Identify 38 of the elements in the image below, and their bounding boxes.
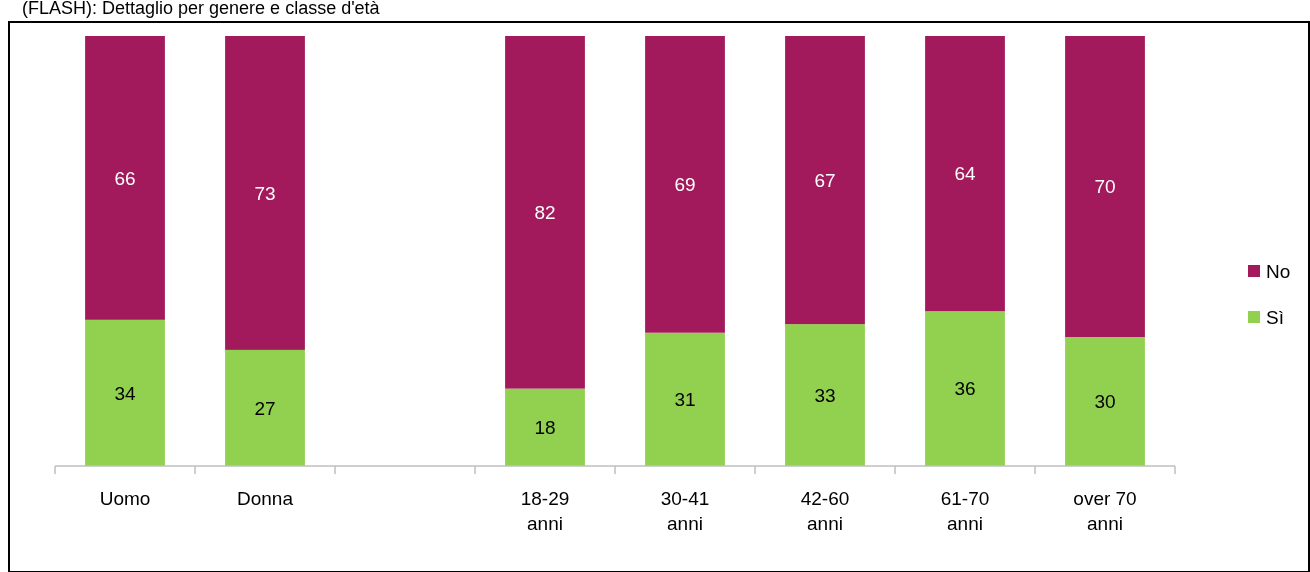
- data-label: 18: [534, 416, 556, 438]
- data-label: 30: [1094, 391, 1116, 413]
- data-label: 82: [534, 201, 556, 223]
- data-label: 67: [814, 169, 836, 191]
- bar: [85, 36, 165, 320]
- bar: [925, 36, 1005, 312]
- x-tick-label: Donna: [237, 488, 294, 509]
- bar: [785, 324, 865, 466]
- data-label: 64: [954, 163, 976, 185]
- bar: [225, 36, 305, 350]
- bar: [1065, 337, 1145, 466]
- legend-label: No: [1266, 260, 1291, 282]
- x-tick-label: 18-29 anni: [520, 488, 570, 534]
- x-tick-label: 30-41 anni: [660, 488, 710, 534]
- data-label: 73: [254, 182, 276, 204]
- data-label: 33: [814, 384, 836, 406]
- bar: [225, 349, 305, 466]
- x-tick-label: 61-70 anni: [940, 488, 990, 534]
- bar: [925, 311, 1005, 466]
- bar: [505, 36, 585, 389]
- x-tick-label: over 70 anni: [1073, 488, 1137, 534]
- x-tick-label: 42-60 anni: [800, 488, 850, 534]
- data-label: 31: [674, 389, 696, 410]
- bar: [1065, 36, 1145, 337]
- x-tick-label: Uomo: [99, 488, 151, 509]
- data-label: 27: [254, 397, 276, 419]
- bar: [785, 36, 865, 325]
- bar: [85, 319, 165, 466]
- bar: [645, 332, 725, 466]
- legend-label: Sì: [1266, 306, 1284, 328]
- data-label: 70: [1094, 176, 1116, 198]
- data-label: 69: [674, 174, 696, 195]
- data-label: 34: [114, 382, 136, 404]
- data-label: 36: [954, 378, 976, 400]
- bar: [505, 388, 585, 466]
- bar: [645, 36, 725, 333]
- chart-title: (FLASH): Dettaglio per genere e classe d'età: [22, 0, 381, 18]
- data-label: 66: [114, 167, 136, 189]
